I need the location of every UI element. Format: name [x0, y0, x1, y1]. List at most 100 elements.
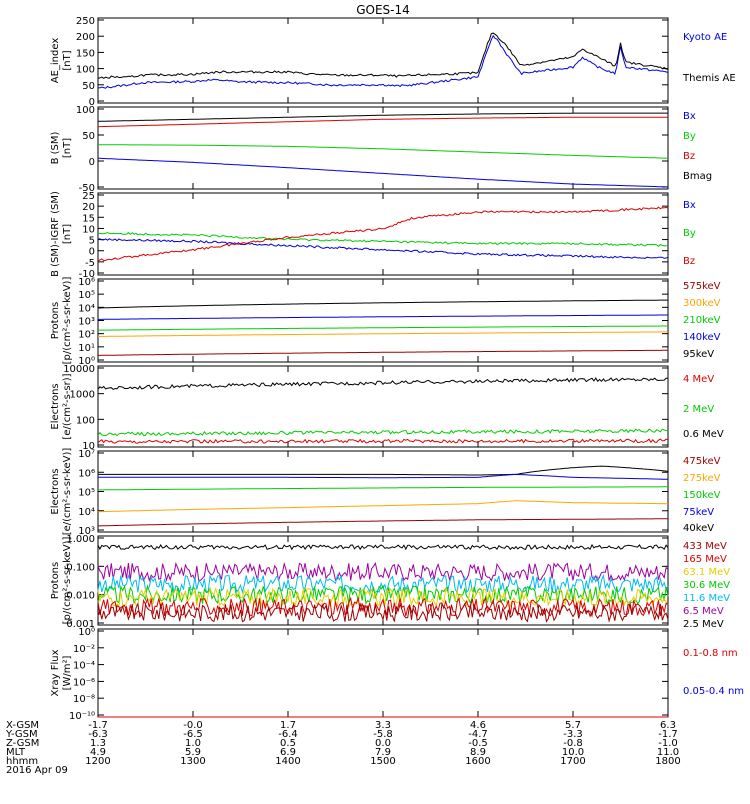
ephemeris-value: -5.8: [373, 729, 393, 740]
y-axis-label: Electrons[e/(cm²-s-sr)]: [50, 373, 73, 439]
y-axis-label: Protons[p/(cm²-s-sr-keV)]: [50, 537, 73, 625]
series-140kev: [98, 314, 668, 320]
y-tick-label: 0: [89, 247, 95, 258]
legend-entry: 95keV: [683, 349, 714, 360]
ephemeris-value: 3.3: [375, 720, 391, 731]
series-75kev: [98, 473, 668, 480]
y-tick-label: 10⁰: [78, 356, 95, 367]
ephemeris-value: -0.8: [563, 738, 583, 749]
y-axis-label-line: B (SM): [50, 131, 61, 164]
y-tick-label: 50: [82, 131, 95, 142]
y-axis-label: AE_index[nT]: [50, 38, 73, 84]
plot-title: GOES-14: [356, 3, 410, 17]
series-2-5-mev: [97, 543, 669, 551]
y-tick-label: 5: [89, 236, 95, 247]
y-axis-label: Electrons[e/(cm²-s-sr-keV)]: [50, 448, 73, 536]
ephemeris-value: 0.0: [375, 738, 391, 749]
ephemeris-value: 1300: [180, 756, 205, 767]
ephemeris-value: -0.5: [468, 738, 488, 749]
y-tick-label: 0.100: [66, 562, 95, 573]
y-tick-label: 100: [76, 105, 95, 116]
legend-entry: Bz: [683, 256, 695, 267]
y-axis-label-line: Electrons: [50, 468, 61, 514]
y-axis-label-line: Xray Flux: [50, 649, 61, 696]
ephemeris-value: 8.9: [470, 747, 486, 758]
y-tick-label: 0.001: [66, 619, 95, 630]
panel-xray: 10⁰ 10⁻² 10⁻⁴ 10⁻⁶ 10⁻⁸ 10⁻¹⁰ Xray Flux[W/m²] 0…: [50, 627, 744, 722]
series-210kev: [97, 325, 668, 331]
legend-entry: 475keV: [683, 456, 721, 467]
legend-entry: 4 MeV: [683, 374, 714, 385]
ephemeris-value: 5.7: [565, 720, 581, 731]
ephemeris-value: 1400: [275, 756, 300, 767]
ephemeris-label: hhmm: [6, 756, 38, 767]
legend-entry: Themis AE: [682, 73, 736, 84]
panel-electrons_low: 10⁷ 10⁶ 10⁵ 10⁴ 10³ Electrons[e/(cm²-s-sr-keV…: [50, 448, 721, 537]
ephemeris-value: -4.7: [468, 729, 488, 740]
ephemeris-value: 10.0: [562, 747, 584, 758]
legend-entry: 300keV: [683, 298, 721, 309]
ephemeris-value: -1.0: [658, 738, 678, 749]
panel-bsm: 100 50 0 -50 B (SM)[nT] Bx By Bz Bmag: [50, 105, 712, 194]
y-tick-label: 10⁵: [78, 290, 95, 301]
y-tick-label: 50: [82, 81, 95, 92]
series-575kev: [98, 349, 668, 356]
ephemeris-label: Z-GSM: [6, 738, 39, 749]
legend-entry: 140keV: [683, 332, 721, 343]
legend-entry: Bz: [683, 151, 695, 162]
series-165-mev: [97, 596, 669, 618]
y-tick-label: 10⁰: [78, 627, 95, 638]
y-tick-label: 10³: [78, 526, 95, 537]
legend-entry: 0.6 MeV: [683, 429, 724, 440]
series-bz: [97, 206, 669, 262]
ephemeris-value: 7.9: [375, 747, 391, 758]
legend-entry: 150keV: [683, 490, 721, 501]
y-tick-label: 10⁷: [78, 449, 95, 460]
legend-entry: Bx: [683, 200, 696, 211]
y-tick-label: 0: [89, 157, 95, 168]
y-axis-label-line: Protons: [50, 562, 61, 599]
y-tick-label: 10²: [78, 330, 95, 341]
panel-ae: 250 200 150 100 50 0 AE_index[nT] Kyoto AE Themi…: [50, 16, 736, 108]
ephemeris-value: 6.9: [280, 747, 296, 758]
y-tick-label: 1000: [70, 390, 95, 401]
legend-entry: 275keV: [683, 473, 721, 484]
series-433-mev: [97, 602, 669, 623]
y-tick-label: 20: [82, 202, 95, 213]
legend-entry: 75keV: [683, 507, 714, 518]
series-0-6-mev: [97, 377, 669, 390]
y-tick-label: 100: [76, 65, 95, 76]
y-axis-label-line: [nT]: [62, 50, 73, 70]
y-axis-label-line: [e/(cm²-s-sr)]: [62, 373, 73, 439]
y-axis-label-line: Electrons: [50, 383, 61, 429]
ephemeris-table: X-GSM -1.7 -0.0 1.7 3.3 4.6 5.7 6.3 Y-GSM -6.3 -6.…: [5, 720, 681, 776]
series-bmag: [97, 112, 668, 122]
y-tick-label: 10⁻⁸: [73, 694, 95, 705]
y-axis-label-line: [e/(cm²-s-sr-keV)]: [62, 448, 73, 536]
panel-frame: [97, 17, 669, 104]
y-tick-label: 10⁻²: [73, 644, 95, 655]
panel-frame: [97, 535, 669, 626]
ephemeris-value: 6.3: [660, 720, 676, 731]
ephemeris-value: 1600: [465, 756, 490, 767]
ephemeris-label: X-GSM: [6, 720, 39, 731]
y-tick-label: 10⁻⁶: [73, 677, 95, 688]
legend-entry: 2 MeV: [683, 404, 714, 415]
series-2-mev: [97, 428, 669, 437]
y-axis-label-line: [p/(cm²-s-sr-keV)]: [62, 537, 73, 625]
y-tick-label: 1.000: [66, 534, 95, 545]
y-tick-label: 10⁴: [78, 507, 95, 518]
legend-entry: 433 MeV: [683, 541, 727, 552]
series-themis-ae: [97, 32, 669, 79]
legend-entry: 165 MeV: [683, 554, 727, 565]
y-tick-label: 10⁴: [78, 303, 95, 314]
y-tick-label: 10⁻¹⁰: [69, 711, 95, 722]
y-axis-label: B (SM)-IGRF (SM)[nT]: [50, 191, 73, 277]
y-tick-label: 10: [82, 441, 95, 452]
y-tick-label: 250: [76, 16, 95, 27]
ephemeris-value: -6.3: [88, 729, 108, 740]
panel-frame: [97, 278, 669, 363]
